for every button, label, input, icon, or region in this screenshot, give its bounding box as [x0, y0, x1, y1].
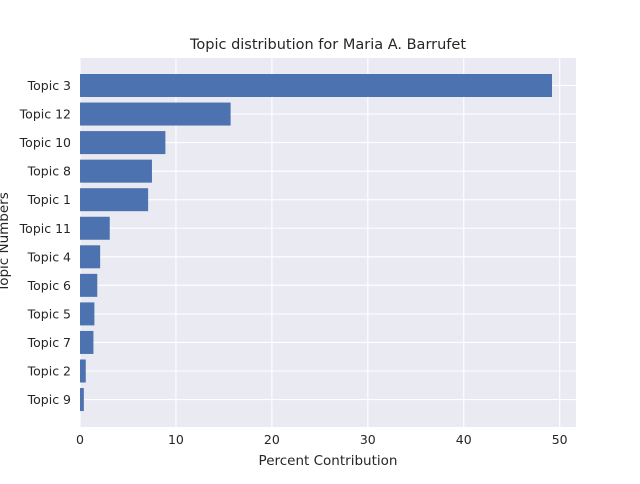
- x-tick-label: 20: [264, 432, 280, 447]
- y-tick-label: Topic 2: [27, 364, 71, 379]
- bar: [80, 102, 231, 126]
- x-tick-labels: 0 10 20 30 40 50: [76, 432, 568, 447]
- y-tick-label: Topic 9: [27, 392, 71, 407]
- y-tick-label: Topic 1: [27, 192, 71, 207]
- x-axis-label: Percent Contribution: [259, 453, 398, 469]
- bar: [80, 273, 98, 297]
- x-tick-label: 0: [76, 432, 84, 447]
- y-tick-label: Topic 5: [27, 306, 71, 321]
- x-tick-label: 50: [552, 432, 568, 447]
- x-tick-label: 30: [360, 432, 376, 447]
- y-tick-labels: Topic 3 Topic 12 Topic 10 Topic 8 Topic 1 Top…: [19, 78, 71, 407]
- bar: [80, 131, 166, 155]
- bar: [80, 330, 94, 354]
- y-tick-label: Topic 4: [27, 249, 71, 264]
- y-tick-label: Topic 11: [19, 221, 71, 236]
- x-tick-label: 40: [456, 432, 472, 447]
- bar: [80, 245, 101, 269]
- y-tick-label: Topic 3: [27, 78, 71, 93]
- bar: [80, 359, 86, 383]
- y-axis-label: Topic Numbers: [0, 192, 12, 293]
- chart-title: Topic distribution for Maria A. Barrufet: [189, 37, 466, 53]
- bar: [80, 216, 110, 240]
- y-tick-label: Topic 7: [27, 335, 71, 350]
- y-tick-label: Topic 6: [27, 278, 71, 293]
- y-tick-label: Topic 10: [19, 135, 71, 150]
- bars: [80, 74, 553, 412]
- bar: [80, 188, 149, 212]
- bar: [80, 74, 553, 97]
- bar: [80, 159, 152, 183]
- bar: [80, 388, 84, 412]
- x-tick-label: 10: [168, 432, 184, 447]
- y-tick-label: Topic 12: [19, 107, 71, 122]
- bar: [80, 302, 95, 326]
- y-tick-label: Topic 8: [27, 164, 71, 179]
